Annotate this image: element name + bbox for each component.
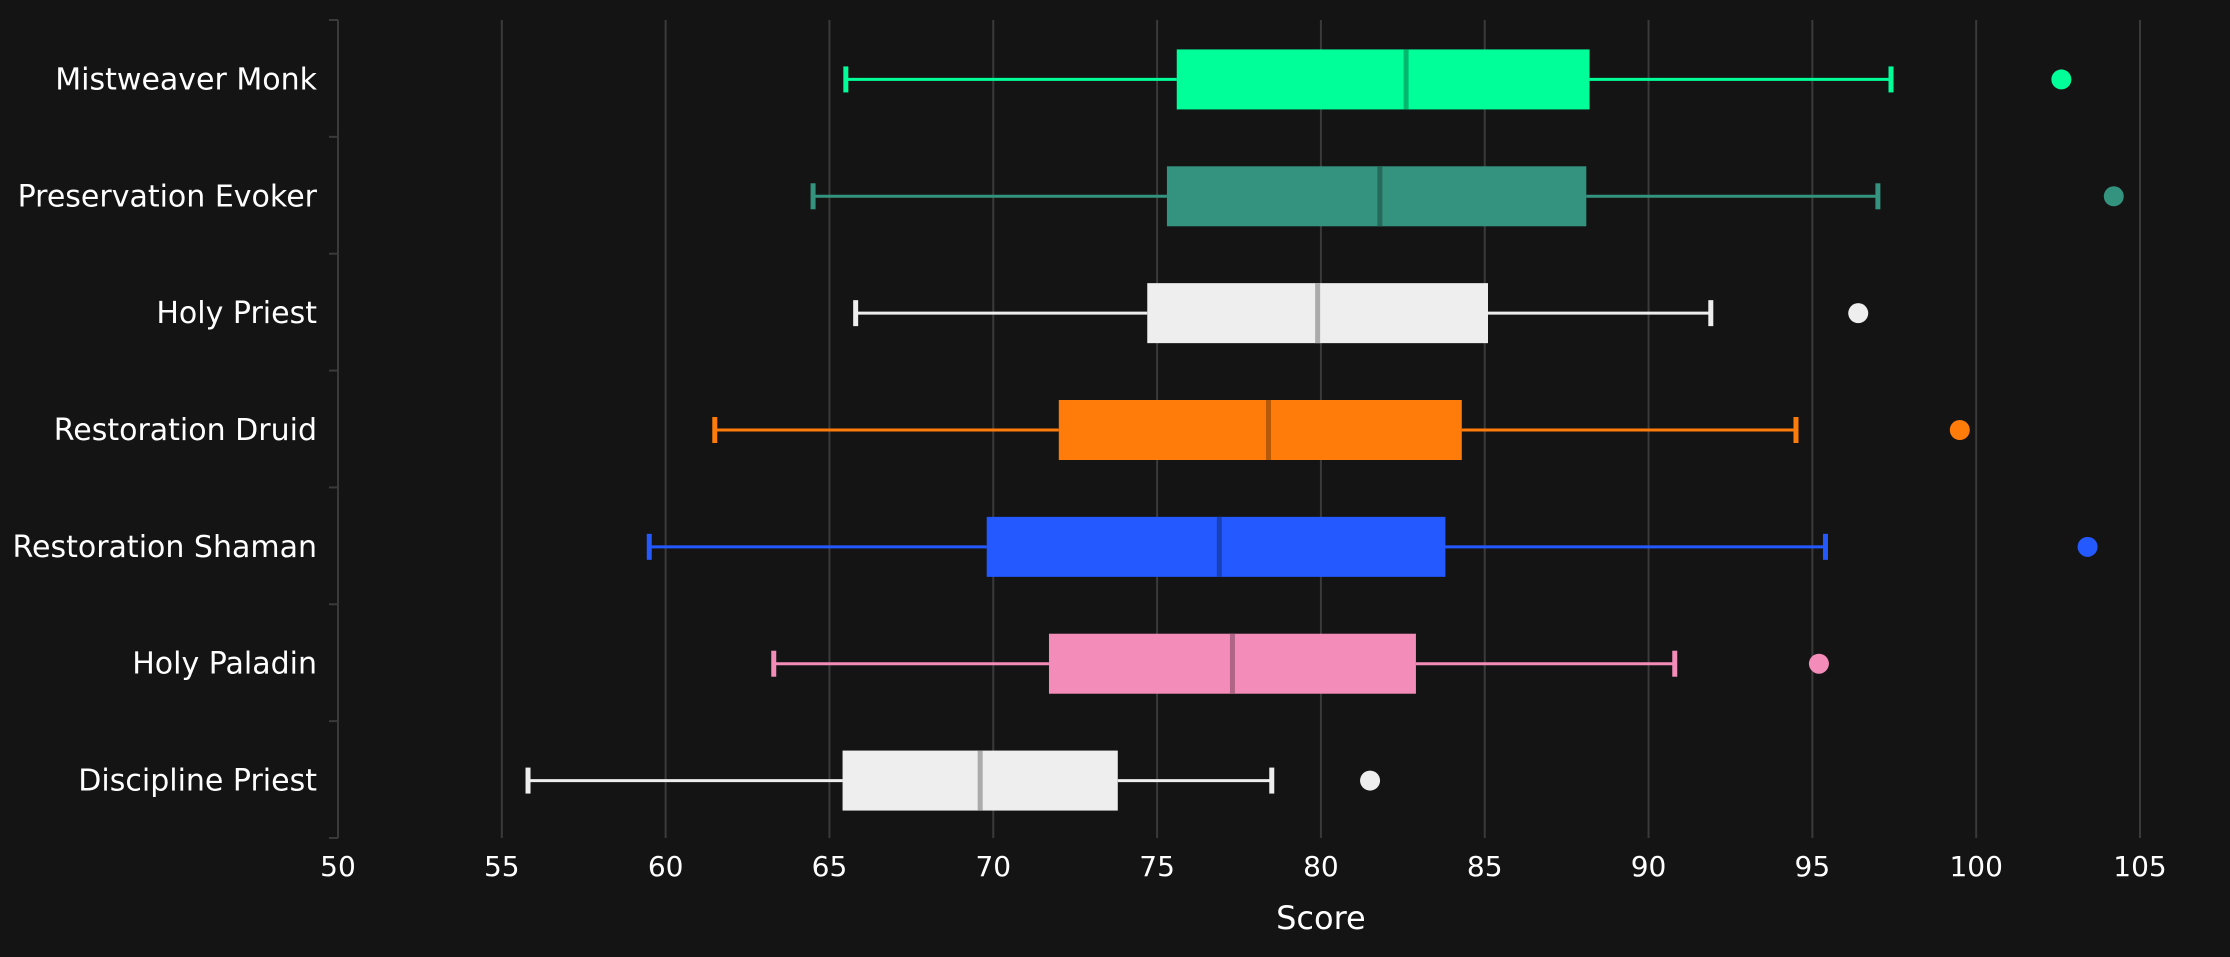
outlier-point bbox=[2077, 536, 2098, 557]
x-tick-labels: 50 55 60 65 70 75 80 85 90 95 100 105 bbox=[320, 850, 2167, 883]
x-tick-label: 55 bbox=[484, 850, 520, 883]
x-tick-label: 70 bbox=[975, 850, 1011, 883]
category-label: Restoration Shaman bbox=[13, 530, 317, 565]
x-tick-label: 95 bbox=[1795, 850, 1831, 883]
iqr-box bbox=[1176, 49, 1590, 110]
x-tick-label: 60 bbox=[648, 850, 684, 883]
outlier-point bbox=[1949, 420, 1970, 440]
category-label: Holy Paladin bbox=[132, 647, 317, 682]
x-tick-label: 100 bbox=[1949, 850, 2002, 883]
iqr-box bbox=[1058, 400, 1462, 460]
box-group bbox=[712, 400, 1970, 460]
x-tick-label: 90 bbox=[1631, 850, 1667, 883]
category-label: Preservation Evoker bbox=[18, 179, 318, 214]
outlier-point bbox=[2103, 186, 2124, 207]
box-group bbox=[810, 166, 2124, 227]
category-label: Restoration Druid bbox=[54, 413, 317, 448]
box-series bbox=[525, 49, 2124, 811]
x-tick-label: 65 bbox=[812, 850, 848, 883]
iqr-box bbox=[1166, 166, 1587, 227]
iqr-box bbox=[986, 516, 1446, 577]
x-tick-label: 75 bbox=[1139, 850, 1175, 883]
box-group bbox=[843, 49, 2072, 110]
axes bbox=[329, 19, 339, 839]
box-group bbox=[646, 516, 2098, 577]
x-tick-label: 80 bbox=[1303, 850, 1339, 883]
x-tick-label: 50 bbox=[320, 850, 356, 883]
outlier-point bbox=[1360, 770, 1381, 791]
box-group bbox=[771, 633, 1829, 694]
x-tick-label: 85 bbox=[1467, 850, 1503, 883]
category-label: Discipline Priest bbox=[78, 764, 317, 799]
x-axis-title: Score bbox=[1276, 899, 1366, 937]
x-tick-label: 105 bbox=[2113, 850, 2166, 883]
outlier-point bbox=[1808, 653, 1829, 674]
box-group bbox=[525, 750, 1381, 811]
outlier-point bbox=[2051, 69, 2072, 90]
category-label: Mistweaver Monk bbox=[55, 62, 317, 97]
category-labels: Mistweaver Monk Preservation Evoker Holy P… bbox=[13, 62, 318, 798]
category-label: Holy Priest bbox=[156, 296, 317, 331]
outlier-point bbox=[1848, 303, 1869, 324]
box-group bbox=[853, 283, 1869, 344]
